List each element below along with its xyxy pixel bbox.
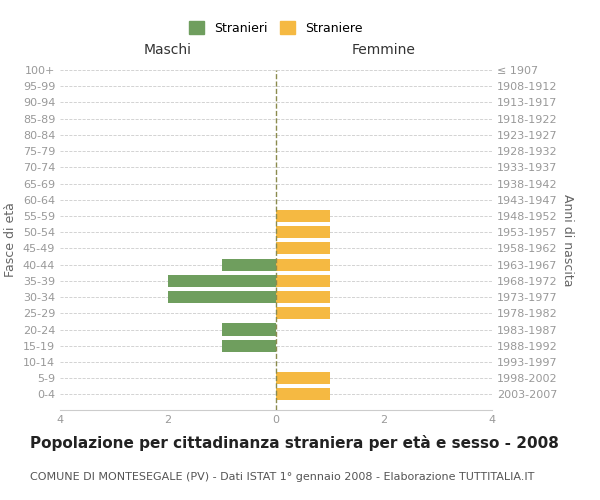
Text: Popolazione per cittadinanza straniera per età e sesso - 2008: Popolazione per cittadinanza straniera p… [30, 435, 559, 451]
Bar [276, 258, 330, 270]
Bar [222, 258, 276, 270]
Bar [276, 210, 330, 222]
Text: COMUNE DI MONTESEGALE (PV) - Dati ISTAT 1° gennaio 2008 - Elaborazione TUTTITALI: COMUNE DI MONTESEGALE (PV) - Dati ISTAT … [30, 472, 535, 482]
Bar [222, 324, 276, 336]
Bar [276, 388, 330, 400]
Text: Femmine: Femmine [352, 43, 416, 57]
Y-axis label: Anni di nascita: Anni di nascita [561, 194, 574, 286]
Bar [276, 226, 330, 238]
Bar [168, 275, 276, 287]
Bar [276, 291, 330, 303]
Bar [276, 307, 330, 320]
Bar [276, 372, 330, 384]
Bar [222, 340, 276, 352]
Bar [276, 275, 330, 287]
Bar [276, 242, 330, 254]
Text: Maschi: Maschi [144, 43, 192, 57]
Legend: Stranieri, Straniere: Stranieri, Straniere [184, 16, 368, 40]
Y-axis label: Fasce di età: Fasce di età [4, 202, 17, 278]
Bar [168, 291, 276, 303]
